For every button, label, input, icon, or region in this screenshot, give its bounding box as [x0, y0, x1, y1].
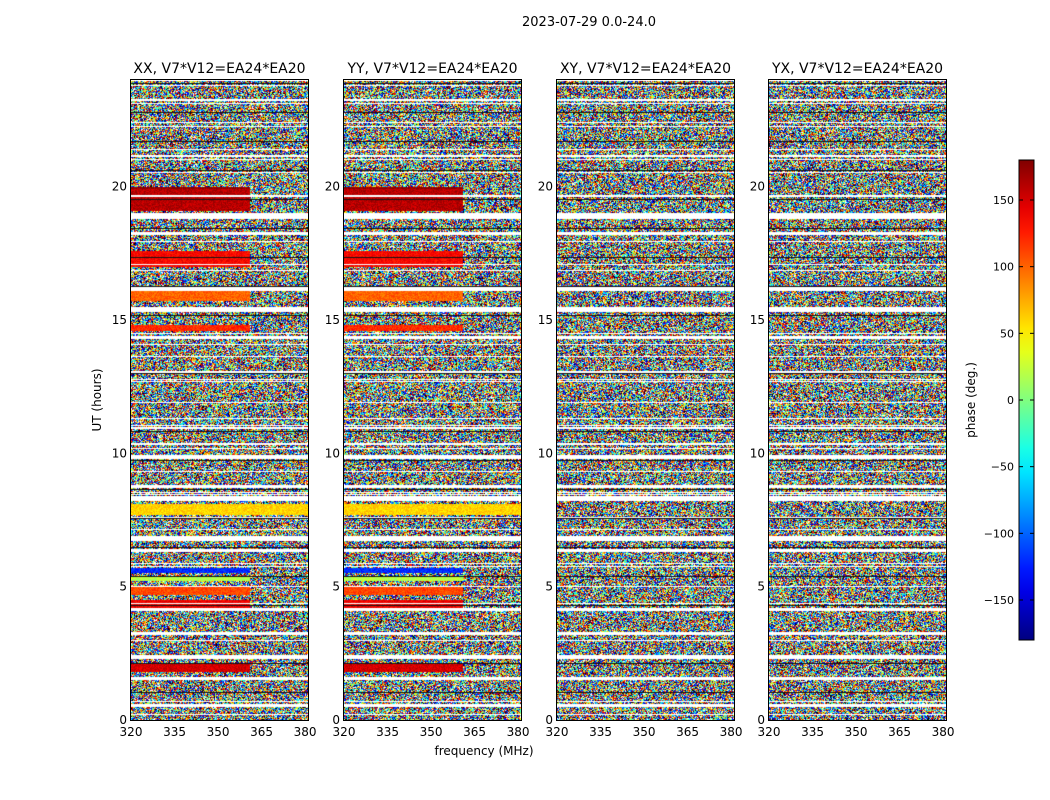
y-tick-label: 15 — [112, 313, 127, 327]
colorbar-tick-label: 50 — [1000, 327, 1014, 340]
panel-title: XX, V7*V12=EA24*EA20 — [133, 61, 305, 77]
y-tick-label: 20 — [750, 180, 765, 194]
panel-title: XY, V7*V12=EA24*EA20 — [560, 61, 731, 77]
x-tick-label: 335 — [376, 725, 399, 739]
y-tick-label: 15 — [750, 313, 765, 327]
y-tick-label: 10 — [538, 446, 553, 460]
x-tick-label: 380 — [932, 725, 955, 739]
y-tick-label: 10 — [112, 446, 127, 460]
colorbar-tick-label: −50 — [991, 461, 1014, 474]
colorbar-label: phase (deg.) — [964, 362, 978, 438]
x-tick-label: 320 — [120, 725, 143, 739]
x-tick-label: 335 — [801, 725, 824, 739]
panel-xx: XX, V7*V12=EA24*EA20 320 335 350 365 380 0 5 10 1… — [112, 61, 317, 739]
y-tick-label: 0 — [545, 713, 553, 727]
phase-raster-yy — [344, 80, 521, 720]
y-tick-label: 20 — [112, 180, 127, 194]
x-tick-label: 335 — [589, 725, 612, 739]
x-tick-label: 350 — [633, 725, 656, 739]
y-tick-label: 5 — [545, 580, 553, 594]
y-tick-label: 5 — [757, 580, 765, 594]
colorbar-tick-label: 0 — [1007, 394, 1014, 407]
y-tick-label: 0 — [332, 713, 340, 727]
panel-xy: XY, V7*V12=EA24*EA20 320 335 350 365 380 0 5 10 1… — [538, 61, 743, 739]
x-tick-label: 365 — [250, 725, 273, 739]
y-tick-label: 0 — [757, 713, 765, 727]
y-tick-label: 20 — [538, 180, 553, 194]
x-tick-label: 380 — [507, 725, 530, 739]
x-tick-label: 335 — [163, 725, 186, 739]
x-tick-label: 350 — [845, 725, 868, 739]
panel-yy: YY, V7*V12=EA24*EA20 320 335 350 365 380 0 5 10 1… — [325, 61, 530, 739]
panel-title: YY, V7*V12=EA24*EA20 — [346, 61, 517, 77]
x-axis-label: frequency (MHz) — [434, 744, 533, 758]
x-tick-label: 365 — [888, 725, 911, 739]
panel-frame — [130, 79, 309, 721]
colorbar-tick-label: −150 — [984, 594, 1014, 607]
x-tick-label: 380 — [720, 725, 743, 739]
y-tick-label: 5 — [119, 580, 127, 594]
y-axis-label: UT (hours) — [90, 368, 104, 431]
x-tick-label: 350 — [207, 725, 230, 739]
x-tick-label: 380 — [294, 725, 317, 739]
y-tick-label: 15 — [538, 313, 553, 327]
x-tick-label: 350 — [420, 725, 443, 739]
panel-title: YX, V7*V12=EA24*EA20 — [771, 61, 943, 77]
y-tick-label: 20 — [325, 180, 340, 194]
x-tick-label: 365 — [676, 725, 699, 739]
colorbar-tick-label: 100 — [993, 261, 1014, 274]
phase-raster-yx — [769, 80, 946, 720]
panel-frame — [343, 79, 522, 721]
x-tick-label: 320 — [758, 725, 781, 739]
x-tick-label: 320 — [333, 725, 356, 739]
phase-raster-xy — [557, 80, 734, 720]
y-tick-label: 15 — [325, 313, 340, 327]
phase-raster-xx — [131, 80, 308, 720]
panel-frame — [556, 79, 735, 721]
colorbar-tick-label: −100 — [984, 527, 1014, 540]
panel-frame — [768, 79, 947, 721]
colorbar: 150 100 50 0 −50 −100 −150 — [984, 159, 1035, 641]
y-tick-label: 0 — [119, 713, 127, 727]
figure-title: 2023-07-29 0.0-24.0 — [522, 15, 656, 30]
x-tick-label: 365 — [463, 725, 486, 739]
x-tick-label: 320 — [546, 725, 569, 739]
y-tick-label: 10 — [750, 446, 765, 460]
colorbar-tick-label: 150 — [993, 194, 1014, 207]
y-tick-label: 10 — [325, 446, 340, 460]
y-tick-label: 5 — [332, 580, 340, 594]
